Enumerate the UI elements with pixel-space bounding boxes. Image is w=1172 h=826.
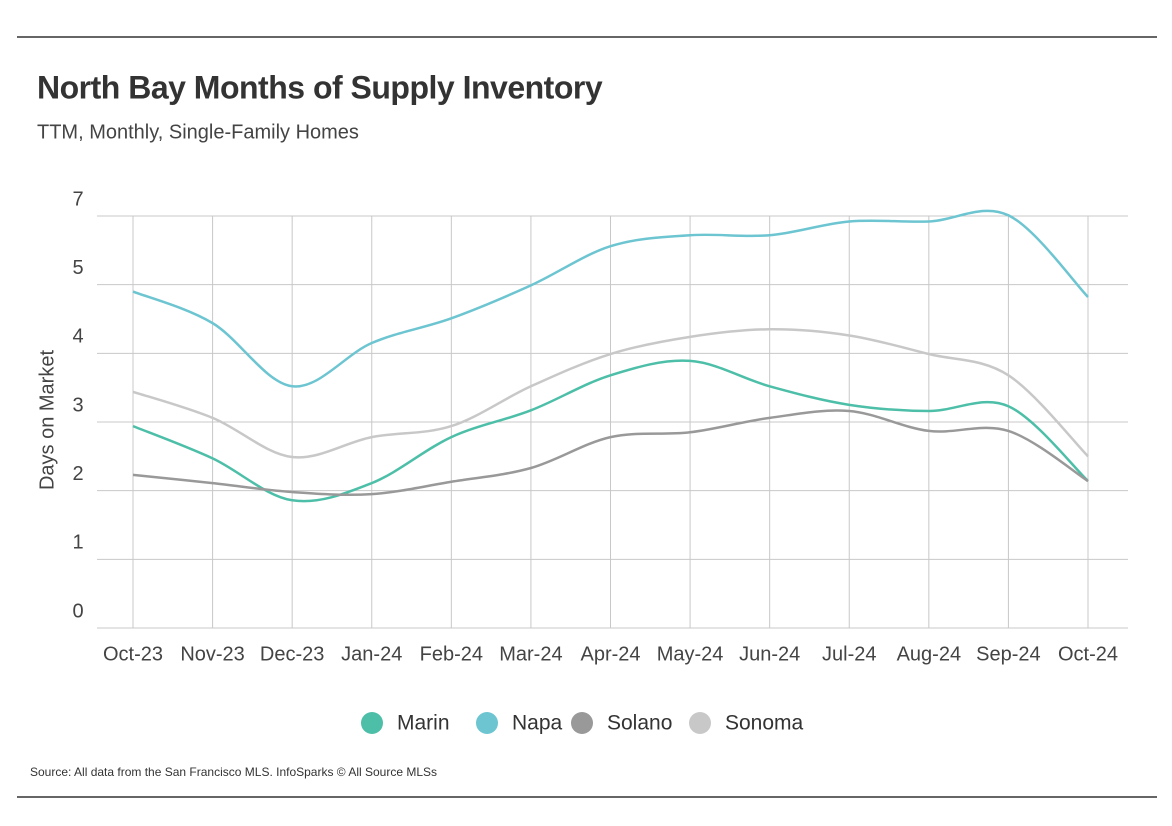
x-tick-label: Mar-24	[499, 643, 562, 665]
series-line	[132, 409, 1089, 496]
x-tick-label: Apr-24	[580, 643, 640, 665]
legend-label: Napa	[512, 712, 563, 735]
x-tick-label: Oct-23	[103, 643, 163, 665]
x-tick-label: Feb-24	[420, 643, 483, 665]
x-tick-label: Dec-23	[260, 643, 324, 665]
x-tick-label: Aug-24	[897, 643, 962, 665]
legend-label: Marin	[397, 712, 450, 735]
y-tick-label: 3	[72, 394, 83, 416]
chart-subtitle: TTM, Monthly, Single-Family Homes	[37, 121, 359, 143]
x-tick-label: Jan-24	[341, 643, 402, 665]
source-note: Source: All data from the San Francisco …	[30, 765, 437, 779]
x-tick-label: Nov-23	[180, 643, 244, 665]
legend-swatch	[571, 712, 593, 734]
x-tick-label: Jun-24	[739, 643, 800, 665]
y-tick-label: 7	[72, 188, 83, 210]
y-tick-label: 4	[72, 326, 83, 348]
y-axis-label: Days on Market	[36, 350, 58, 490]
x-tick-label: May-24	[657, 643, 724, 665]
series-line	[132, 328, 1089, 459]
x-tick-label: Sep-24	[976, 643, 1041, 665]
legend-label: Solano	[607, 712, 672, 735]
legend-label: Sonoma	[725, 712, 804, 735]
y-tick-label: 1	[72, 532, 83, 554]
x-tick-label: Jul-24	[822, 643, 876, 665]
legend-swatch	[689, 712, 711, 734]
x-tick-label: Oct-24	[1058, 643, 1118, 665]
series-line	[132, 359, 1089, 503]
chart-title: North Bay Months of Supply Inventory	[37, 69, 603, 105]
y-tick-label: 5	[72, 257, 83, 279]
y-tick-label: 2	[72, 463, 83, 485]
legend-swatch	[361, 712, 383, 734]
series-line	[132, 209, 1089, 388]
legend-swatch	[476, 712, 498, 734]
y-tick-label: 0	[72, 600, 83, 622]
